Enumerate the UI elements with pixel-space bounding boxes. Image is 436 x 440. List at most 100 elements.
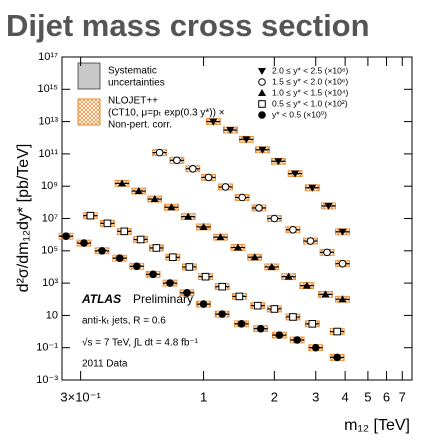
data-point — [167, 203, 176, 211]
data-point — [189, 164, 197, 173]
legend-label: 2.0 ≤ y* < 2.5 (×10⁸) — [272, 65, 348, 75]
data-point — [242, 136, 251, 144]
data-point — [132, 262, 141, 271]
data-point — [199, 222, 208, 230]
x-tick-label: 4 — [342, 389, 349, 404]
data-point — [184, 212, 193, 220]
data-point — [118, 179, 127, 187]
data-point — [185, 263, 194, 271]
x-tick-label: 3 — [312, 389, 319, 404]
data-point — [218, 282, 226, 291]
y-tick-label: 10¹⁵ — [38, 83, 58, 95]
annotation: √s = 7 TeV, ∫L dt = 4.8 fb⁻¹ — [82, 337, 199, 349]
data-point — [86, 211, 95, 220]
data-point — [201, 272, 210, 281]
x-axis-label: m₁₂ [TeV] — [344, 417, 410, 434]
y-tick-label: 10¹¹ — [38, 148, 58, 160]
legend-theory-swatch — [77, 98, 101, 126]
data-point — [256, 324, 265, 333]
data-point — [183, 289, 191, 297]
y-tick-label: 10¹⁷ — [38, 51, 58, 63]
data-point — [311, 343, 320, 352]
data-point — [324, 202, 333, 210]
data-point — [255, 204, 263, 212]
y-tick-label: 10⁻³ — [36, 374, 58, 386]
legend-text: Systematic — [108, 66, 157, 77]
data-point — [226, 127, 235, 135]
x-tick-label: 1 — [200, 389, 207, 404]
data-point — [275, 331, 284, 339]
y-axis-label: d²σ/dm₁₂dy* [pb/TeV] — [15, 144, 32, 293]
data-point — [152, 244, 161, 252]
x-tick-label: 2 — [271, 389, 278, 404]
data-point — [270, 305, 279, 313]
data-point — [120, 227, 129, 236]
legend-text: (CT10, μ=pₜ exp(0.3 y*)) × — [108, 108, 225, 119]
data-point — [258, 146, 267, 154]
data-point — [233, 243, 242, 251]
data-point — [308, 184, 317, 192]
data-point — [338, 259, 347, 268]
x-tick-label: 7 — [399, 389, 406, 404]
data-point — [221, 183, 230, 191]
data-point — [150, 195, 159, 203]
data-point — [103, 219, 112, 228]
y-tick-label: 10³ — [42, 277, 58, 289]
data-point — [291, 170, 300, 178]
data-point — [338, 295, 347, 303]
legend-marker — [258, 89, 266, 96]
data-point — [333, 327, 341, 336]
data-point — [218, 310, 226, 318]
chart-title: Dijet mass cross section — [6, 8, 370, 43]
data-point — [216, 233, 225, 241]
legend-syst-swatch — [77, 62, 101, 90]
y-tick-label: 10¹³ — [38, 116, 58, 128]
data-point — [235, 292, 244, 301]
data-point — [166, 279, 174, 287]
data-point — [134, 187, 143, 195]
data-point — [323, 248, 331, 257]
legend-label: 0.5 ≤ y* < 1.0 (×10²) — [272, 98, 348, 108]
y-tick-label: 10⁻¹ — [36, 342, 58, 354]
data-point — [302, 281, 311, 289]
data-point — [338, 228, 347, 236]
legend-text: uncertainties — [108, 78, 165, 89]
data-point — [169, 253, 177, 262]
data-point — [289, 225, 297, 234]
x-tick-label: 6 — [383, 389, 390, 404]
data-point — [209, 118, 218, 126]
annotation: anti-kₜ jets, R = 0.6 — [82, 316, 166, 327]
data-point — [293, 336, 301, 344]
x-tick-label: 3×10⁻¹ — [60, 389, 101, 404]
y-tick-label: 10 — [46, 309, 58, 321]
legend-label: 1.5 ≤ y* < 2.0 (×10⁶) — [272, 76, 348, 86]
experiment-label: ATLAS — [81, 292, 121, 306]
data-point — [333, 353, 341, 362]
data-point — [199, 300, 208, 308]
y-tick-label: 10⁹ — [41, 180, 58, 192]
data-point — [237, 320, 246, 328]
y-tick-label: 10⁵ — [41, 245, 58, 257]
data-point — [80, 239, 88, 247]
data-point — [274, 158, 283, 166]
data-point — [270, 214, 279, 223]
data-point — [173, 156, 181, 165]
x-tick-label: 5 — [364, 389, 371, 404]
data-point — [308, 320, 317, 328]
data-point — [115, 254, 124, 262]
data-point — [62, 232, 70, 241]
legend-label: y* < 0.5 (×10⁰) — [272, 109, 327, 119]
data-point — [253, 301, 262, 310]
data-point — [306, 237, 315, 245]
legend-label: 1.0 ≤ y* < 1.5 (×10⁴) — [272, 87, 349, 97]
legend-text: NLOJET++ — [108, 96, 158, 107]
legend-text: Non-pert. corr. — [108, 120, 172, 131]
data-point — [284, 272, 293, 280]
data-point — [136, 235, 145, 244]
data-point — [250, 253, 259, 261]
data-point — [267, 262, 276, 270]
legend-marker — [258, 111, 266, 119]
data-point — [204, 173, 213, 182]
status-label: Preliminary — [133, 292, 193, 306]
